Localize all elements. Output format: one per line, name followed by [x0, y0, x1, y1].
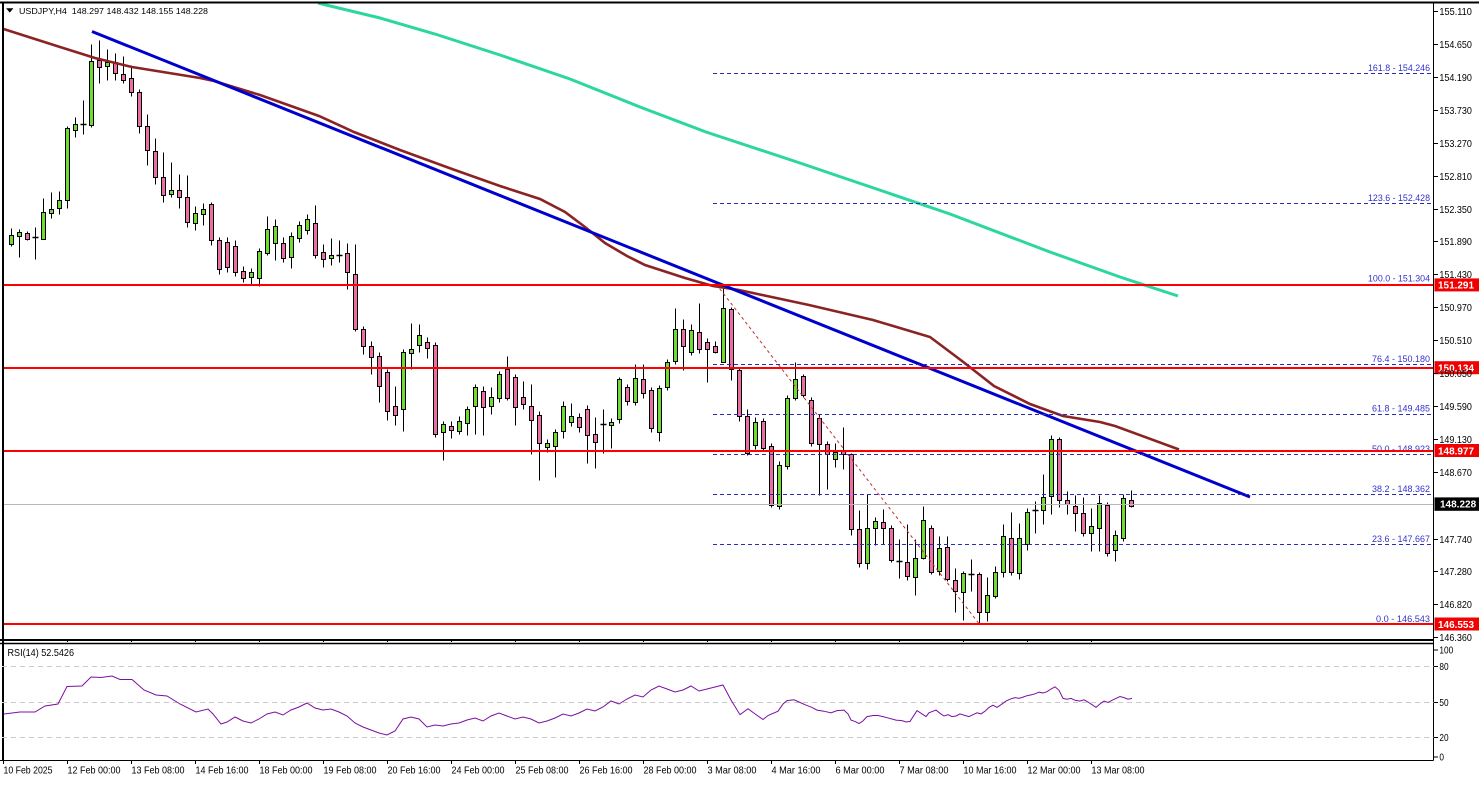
- svg-text:152.350: 152.350: [1439, 205, 1472, 216]
- svg-text:148.670: 148.670: [1439, 468, 1472, 479]
- svg-text:150.050: 150.050: [1439, 369, 1472, 380]
- svg-text:24 Feb 00:00: 24 Feb 00:00: [452, 766, 505, 777]
- svg-text:50: 50: [1439, 698, 1448, 709]
- svg-text:14 Feb 16:00: 14 Feb 16:00: [196, 766, 249, 777]
- svg-text:10 Feb 2025: 10 Feb 2025: [4, 766, 53, 777]
- svg-text:148.228: 148.228: [1440, 500, 1477, 511]
- svg-text:161.8 - 154.246: 161.8 - 154.246: [1368, 63, 1430, 74]
- svg-text:4 Mar 16:00: 4 Mar 16:00: [772, 766, 821, 777]
- svg-text:146.820: 146.820: [1439, 600, 1472, 611]
- svg-text:154.190: 154.190: [1439, 73, 1472, 84]
- svg-text:80: 80: [1439, 662, 1448, 673]
- svg-text:61.8 - 149.485: 61.8 - 149.485: [1372, 404, 1430, 415]
- svg-text:152.810: 152.810: [1439, 172, 1472, 183]
- svg-text:151.430: 151.430: [1439, 270, 1472, 281]
- svg-text:7 Mar 08:00: 7 Mar 08:00: [900, 766, 949, 777]
- svg-text:3 Mar 08:00: 3 Mar 08:00: [708, 766, 757, 777]
- svg-text:147.740: 147.740: [1439, 535, 1472, 546]
- svg-text:151.890: 151.890: [1439, 237, 1472, 248]
- svg-text:12 Mar 00:00: 12 Mar 00:00: [1028, 766, 1081, 777]
- svg-text:50.0 - 148.923: 50.0 - 148.923: [1372, 444, 1430, 455]
- svg-text:76.4 - 150.180: 76.4 - 150.180: [1372, 354, 1430, 365]
- svg-text:153.270: 153.270: [1439, 139, 1472, 150]
- svg-text:38.2 - 148.362: 38.2 - 148.362: [1372, 484, 1430, 495]
- svg-text:149.130: 149.130: [1439, 435, 1472, 446]
- svg-text:18 Feb 00:00: 18 Feb 00:00: [260, 766, 313, 777]
- svg-text:26 Feb 16:00: 26 Feb 16:00: [580, 766, 633, 777]
- svg-text:150.970: 150.970: [1439, 303, 1472, 314]
- svg-text:19 Feb 08:00: 19 Feb 08:00: [324, 766, 377, 777]
- svg-text:12 Feb 00:00: 12 Feb 00:00: [68, 766, 121, 777]
- svg-text:155.110: 155.110: [1439, 7, 1472, 18]
- svg-text:123.6 - 152.428: 123.6 - 152.428: [1368, 193, 1430, 204]
- svg-text:149.590: 149.590: [1439, 402, 1472, 413]
- svg-text:RSI(14) 52.5426: RSI(14) 52.5426: [8, 648, 75, 659]
- svg-text:146.360: 146.360: [1439, 633, 1472, 644]
- svg-text:148.977: 148.977: [1438, 446, 1474, 457]
- svg-text:USDJPY,H4 148.297 148.432 148: USDJPY,H4 148.297 148.432 148.155 148.22…: [19, 6, 208, 16]
- svg-text:23.6 - 147.667: 23.6 - 147.667: [1372, 534, 1430, 545]
- svg-text:150.510: 150.510: [1439, 336, 1472, 347]
- svg-text:6 Mar 00:00: 6 Mar 00:00: [836, 766, 885, 777]
- svg-text:146.553: 146.553: [1438, 620, 1474, 631]
- svg-text:20 Feb 16:00: 20 Feb 16:00: [388, 766, 441, 777]
- svg-text:153.730: 153.730: [1439, 106, 1472, 117]
- svg-text:151.291: 151.291: [1438, 281, 1474, 292]
- svg-text:100: 100: [1439, 646, 1453, 657]
- svg-text:28 Feb 00:00: 28 Feb 00:00: [644, 766, 697, 777]
- svg-text:13 Feb 08:00: 13 Feb 08:00: [132, 766, 185, 777]
- svg-text:154.650: 154.650: [1439, 40, 1472, 51]
- svg-text:10 Mar 16:00: 10 Mar 16:00: [964, 766, 1017, 777]
- svg-text:100.0 - 151.304: 100.0 - 151.304: [1368, 273, 1430, 284]
- svg-text:147.280: 147.280: [1439, 567, 1472, 578]
- svg-text:13 Mar 08:00: 13 Mar 08:00: [1092, 766, 1145, 777]
- svg-text:0: 0: [1439, 753, 1444, 764]
- svg-text:20: 20: [1439, 733, 1448, 744]
- svg-text:25 Feb 08:00: 25 Feb 08:00: [516, 766, 569, 777]
